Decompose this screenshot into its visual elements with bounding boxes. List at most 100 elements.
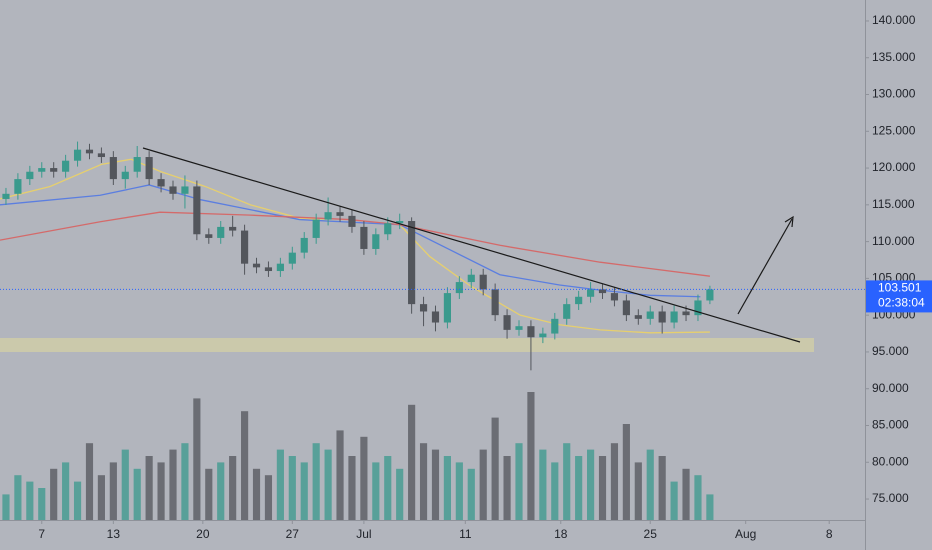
candle-body xyxy=(2,193,10,199)
candle-body xyxy=(85,149,94,154)
y-tick-label: 75.000 xyxy=(872,491,909,505)
candle-body xyxy=(587,289,595,297)
volume-bar xyxy=(575,456,583,520)
candle-body xyxy=(288,252,296,264)
moving-average xyxy=(0,184,701,298)
volume-bar xyxy=(360,436,368,520)
volume-bar xyxy=(587,449,595,520)
volume-bar xyxy=(515,443,523,520)
volume-bar xyxy=(288,456,296,520)
volume-bar xyxy=(372,462,380,520)
volume-bar xyxy=(157,462,165,520)
candle-body xyxy=(181,186,189,194)
candle-body xyxy=(479,274,487,290)
volume-bar xyxy=(133,468,141,520)
y-tick-label: 140.000 xyxy=(872,13,916,27)
volume-bar xyxy=(527,392,535,520)
volume-bar xyxy=(38,488,46,520)
volume-bar xyxy=(109,462,117,520)
candle-body xyxy=(610,293,619,301)
candle-body xyxy=(133,157,141,172)
x-tick-label: 11 xyxy=(459,527,472,541)
volume-bar xyxy=(563,443,571,520)
y-tick-label: 130.000 xyxy=(872,87,916,101)
candle-body xyxy=(622,300,630,316)
volume-bar xyxy=(312,443,320,520)
candle-body xyxy=(634,315,642,319)
candle-body xyxy=(193,186,201,235)
candle-body xyxy=(658,311,666,323)
last-price-text: 103.501 xyxy=(878,281,922,295)
y-tick-label: 115.000 xyxy=(872,197,915,211)
volume-bar xyxy=(706,494,714,520)
candle-body xyxy=(396,221,404,224)
volume-bar xyxy=(348,456,356,520)
y-tick-label: 125.000 xyxy=(872,123,916,137)
candle-body xyxy=(348,215,356,227)
candle-body xyxy=(575,296,583,305)
plot xyxy=(0,141,714,520)
volume-bar xyxy=(252,468,261,520)
candle-body xyxy=(217,226,225,238)
volume-bar xyxy=(73,481,82,520)
volume-bar xyxy=(97,475,105,520)
trend-line xyxy=(142,147,801,343)
y-tick-label: 120.000 xyxy=(872,160,916,174)
candle-body xyxy=(252,263,261,268)
x-tick-label: 7 xyxy=(38,527,45,541)
volume-bar xyxy=(121,449,129,520)
candle-body xyxy=(503,315,511,330)
volume-bar xyxy=(217,462,225,520)
y-tick-label: 110.000 xyxy=(872,234,915,248)
candle-body xyxy=(431,311,440,323)
candle-body xyxy=(276,263,284,272)
candle-body xyxy=(515,326,523,330)
volume-bar xyxy=(443,456,451,520)
candle-body xyxy=(300,237,308,253)
volume-bar xyxy=(264,475,273,520)
x-tick-label: 27 xyxy=(286,527,300,541)
volume-bar xyxy=(205,468,213,520)
candle-body xyxy=(14,179,22,194)
candle-body xyxy=(169,186,177,194)
candle-body xyxy=(26,171,34,180)
candle-body xyxy=(491,289,499,316)
candle-body xyxy=(443,293,451,323)
x-tick-label: 13 xyxy=(107,527,121,541)
volume-bar xyxy=(229,456,237,520)
volume-bar xyxy=(193,398,201,520)
candle-body xyxy=(109,157,117,180)
candle-body xyxy=(694,300,702,316)
candle-body xyxy=(121,171,129,180)
volume-bar xyxy=(551,462,559,520)
candle-body xyxy=(360,226,368,249)
volume-bar xyxy=(479,449,487,520)
candle-body xyxy=(670,311,678,323)
volume-bar xyxy=(241,411,249,520)
arrow-head xyxy=(784,215,794,228)
candle-body xyxy=(336,212,344,216)
candle-body xyxy=(551,318,559,334)
volume-bar xyxy=(539,449,547,520)
volume-bar xyxy=(658,456,666,520)
volume-bar xyxy=(455,462,463,520)
volume-bar xyxy=(503,456,511,520)
volume-bar xyxy=(50,468,58,520)
candle-body xyxy=(73,149,82,161)
volume-bar xyxy=(300,462,308,520)
candle-body xyxy=(372,234,380,249)
volume-bar xyxy=(85,443,94,520)
candle-body xyxy=(312,219,320,238)
volume-bar xyxy=(610,443,619,520)
volume-bar xyxy=(169,449,177,520)
candle-body xyxy=(455,282,463,294)
volume-bar xyxy=(276,449,284,520)
volume-bar xyxy=(14,475,22,520)
volume-bar xyxy=(62,462,70,520)
candle-body xyxy=(324,212,332,220)
x-tick-label: 20 xyxy=(196,527,210,541)
volume-bar xyxy=(431,449,440,520)
x-tick-label: Jul xyxy=(356,527,371,541)
